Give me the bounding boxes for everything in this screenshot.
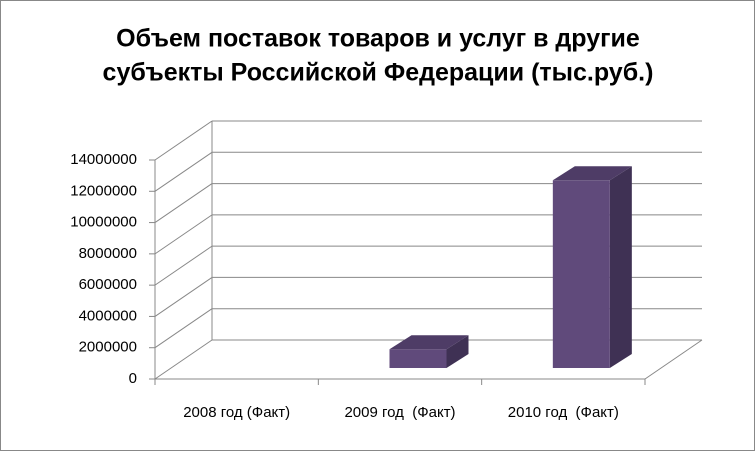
y-tick-label: 12000000 <box>70 182 137 199</box>
grid-line <box>154 339 213 380</box>
x-tick-label: 2010 год (Факт) <box>508 404 619 421</box>
bar <box>552 180 610 368</box>
grid-line <box>154 308 213 349</box>
y-tick-label: 0 <box>129 370 137 387</box>
axis-line <box>644 339 703 380</box>
y-tick-label: 14000000 <box>70 151 137 168</box>
x-tick-label: 2009 год (Факт) <box>344 404 455 421</box>
grid-line <box>154 120 213 161</box>
bar-top <box>389 335 469 350</box>
y-tick-label: 6000000 <box>79 276 137 293</box>
y-tick-label: 4000000 <box>79 307 137 324</box>
grid-line <box>154 151 213 192</box>
bar-side <box>609 166 632 368</box>
y-tick-label: 2000000 <box>79 339 137 356</box>
grid-line <box>154 214 213 255</box>
grid-line <box>154 277 213 317</box>
y-tick-label: 10000000 <box>70 214 137 231</box>
y-tick-label: 8000000 <box>79 245 137 262</box>
x-tick-label: 2008 год (Факт) <box>183 404 290 421</box>
bar <box>389 349 447 368</box>
chart-title: Объем поставок товаров и услуг в другие <box>116 25 640 53</box>
grid-line <box>154 183 213 223</box>
bar-side <box>446 335 469 368</box>
chart-title: субъекты Российской Федерации (тыс.руб.) <box>103 59 654 87</box>
bar-top <box>552 166 632 181</box>
grid-line <box>154 245 213 286</box>
